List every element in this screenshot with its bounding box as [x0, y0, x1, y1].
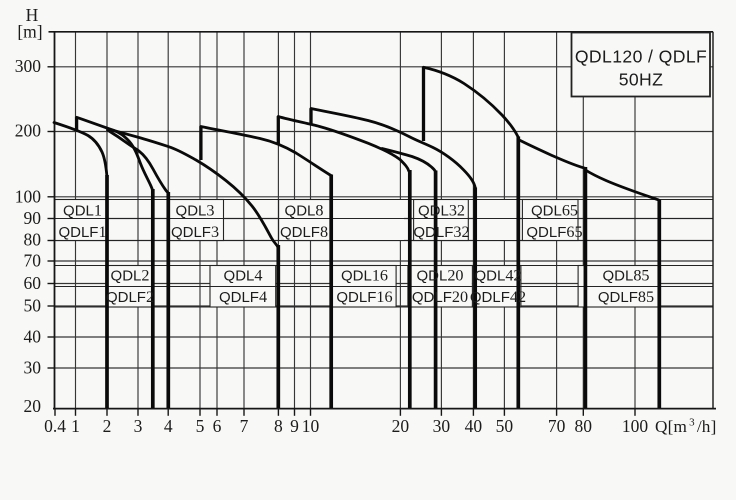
- svg-text:50: 50: [496, 416, 514, 436]
- svg-text:QDL4: QDL4: [224, 267, 263, 285]
- svg-text:QDL32: QDL32: [418, 202, 465, 220]
- svg-text:2: 2: [103, 416, 112, 436]
- svg-text:H: H: [26, 5, 39, 25]
- svg-text:QDL120 / QDLF: QDL120 / QDLF: [575, 47, 707, 67]
- svg-text:80: 80: [24, 230, 42, 250]
- svg-text:QDL42: QDL42: [474, 267, 521, 285]
- svg-text:QDL8: QDL8: [285, 202, 324, 220]
- svg-text:30: 30: [433, 416, 451, 436]
- svg-text:50HZ: 50HZ: [619, 70, 664, 90]
- svg-text:QDL3: QDL3: [176, 202, 215, 220]
- svg-text:50: 50: [24, 296, 42, 316]
- svg-text:9: 9: [290, 416, 299, 436]
- svg-text:QDLF2: QDLF2: [106, 288, 154, 306]
- svg-text:20: 20: [392, 416, 410, 436]
- svg-text:QDL20: QDL20: [416, 267, 463, 285]
- svg-text:100: 100: [15, 187, 42, 207]
- svg-text:30: 30: [24, 358, 42, 378]
- svg-text:QDL85: QDL85: [602, 267, 649, 285]
- svg-text:5: 5: [196, 416, 205, 436]
- svg-text:1: 1: [71, 416, 80, 436]
- svg-text:QDLF1: QDLF1: [58, 223, 106, 241]
- svg-text:QDLF20: QDLF20: [412, 288, 468, 306]
- svg-text:10: 10: [302, 416, 320, 436]
- svg-text:300: 300: [15, 56, 42, 76]
- svg-text:80: 80: [575, 416, 593, 436]
- svg-text:QDL1: QDL1: [63, 202, 102, 220]
- svg-text:20: 20: [24, 396, 42, 416]
- svg-text:QDLF4: QDLF4: [219, 288, 267, 306]
- svg-text:QDLF32: QDLF32: [413, 223, 469, 241]
- svg-text:QDLF42: QDLF42: [470, 288, 526, 306]
- svg-text:QDLF85: QDLF85: [598, 288, 654, 306]
- svg-text:70: 70: [24, 251, 42, 271]
- svg-text:0.4: 0.4: [44, 416, 66, 436]
- svg-text:4: 4: [164, 416, 173, 436]
- svg-text:QDL16: QDL16: [341, 267, 388, 285]
- svg-text:QDLF8: QDLF8: [280, 223, 328, 241]
- svg-text:8: 8: [274, 416, 283, 436]
- svg-text:7: 7: [240, 416, 249, 436]
- svg-text:40: 40: [24, 327, 42, 347]
- svg-text:70: 70: [548, 416, 566, 436]
- svg-text:40: 40: [465, 416, 483, 436]
- svg-text:QDLF65: QDLF65: [526, 223, 582, 241]
- svg-text:Q[m3/h]: Q[m 3/h]: [655, 417, 717, 437]
- svg-text:60: 60: [24, 273, 42, 293]
- svg-text:100: 100: [622, 416, 649, 436]
- svg-text:QDLF3: QDLF3: [171, 223, 219, 241]
- svg-text:90: 90: [24, 208, 42, 228]
- svg-text:3: 3: [134, 416, 143, 436]
- svg-text:200: 200: [15, 121, 42, 141]
- svg-text:6: 6: [213, 416, 222, 436]
- svg-text:QDLF16: QDLF16: [336, 288, 392, 306]
- svg-text:QDL2: QDL2: [111, 267, 150, 285]
- svg-text:[m]: [m]: [17, 22, 42, 42]
- svg-text:QDL65: QDL65: [531, 202, 578, 220]
